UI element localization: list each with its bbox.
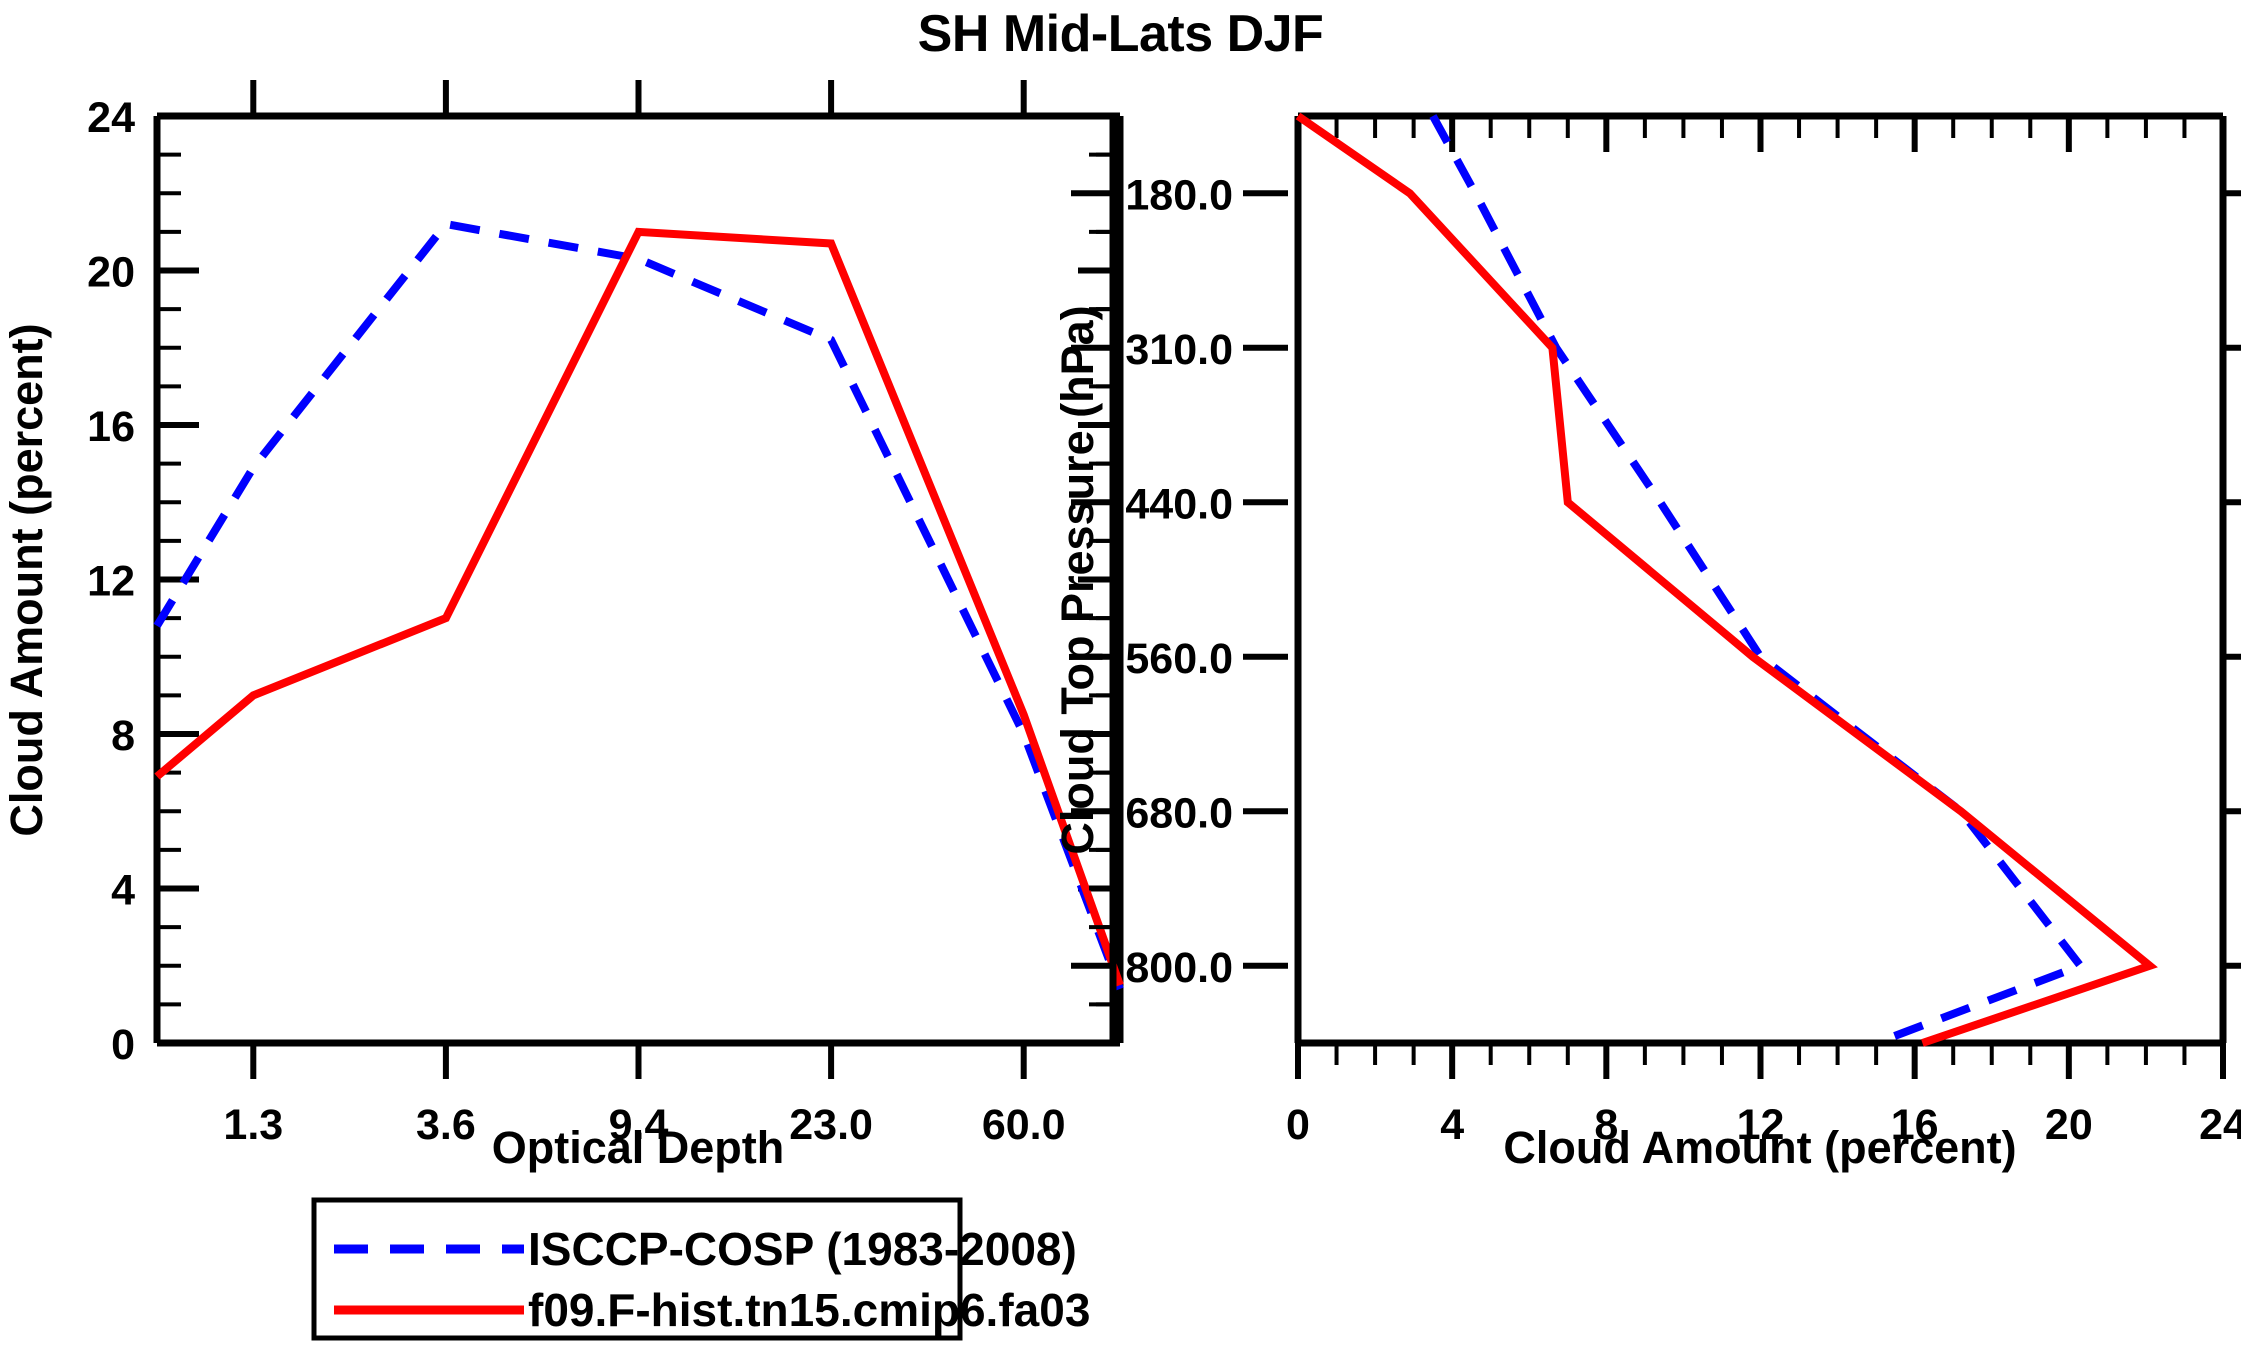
left-panel-x-tick-labels: 1.3 3.6 9.4 23.0 60.0 <box>223 1101 1065 1149</box>
x-tick-label: 24 <box>2199 1101 2241 1149</box>
legend-label-f09-model: f09.F-hist.tn15.cmip6.fa03 <box>528 1284 1090 1336</box>
pressure-tick-label: 560.0 <box>1125 635 1233 683</box>
x-tick-label: 12 <box>1737 1101 1785 1149</box>
x-tick-label: 9.4 <box>609 1101 669 1149</box>
left-panel-x-axis-title: Optical Depth <box>492 1122 785 1173</box>
left-panel-x-ticks <box>250 80 1027 1079</box>
legend-border <box>311 1197 963 1341</box>
pressure-tick-label: 440.0 <box>1125 480 1233 528</box>
pressure-tick-label: 680.0 <box>1125 789 1233 837</box>
y-tick-label: 16 <box>87 403 135 451</box>
right-panel-y-ticks <box>1071 114 2241 1045</box>
pressure-tick-label: 180.0 <box>1125 171 1233 219</box>
right-panel-series-isccp-cosp <box>1429 114 2087 1047</box>
left-panel-y-tick-labels: 0 4 8 12 16 20 24 <box>87 94 135 1069</box>
pressure-tick-label: 310.0 <box>1125 326 1233 374</box>
right-panel-series-f09-model <box>1295 112 2158 1047</box>
right-panel-x-ticks <box>1295 116 2226 1079</box>
left-panel: 0 4 8 12 16 20 24 1.3 3.6 9.4 23.0 60.0 Optical De… <box>1 80 1124 1173</box>
x-tick-label: 4 <box>1440 1101 1464 1149</box>
left-panel-y-axis-title: Cloud Amount (percent) <box>1 323 52 836</box>
right-panel-y-tick-labels: 180.0 310.0 440.0 560.0 680.0 800.0 <box>1125 171 1233 992</box>
x-tick-label: 0 <box>1286 1101 1310 1149</box>
x-tick-label: 20 <box>2045 1101 2093 1149</box>
y-tick-label: 20 <box>87 249 135 297</box>
pressure-tick-label: 800.0 <box>1125 944 1233 992</box>
y-tick-label: 12 <box>87 558 135 606</box>
x-tick-label: 16 <box>1891 1101 1939 1149</box>
figure-title: SH Mid-Lats DJF <box>917 5 1324 63</box>
right-panel: 180.0 310.0 440.0 560.0 680.0 800.0 0 4 8 12 16 20… <box>1052 112 2241 1173</box>
right-panel-x-tick-labels: 0 4 8 12 16 20 24 <box>1286 1101 2241 1149</box>
x-tick-label: 8 <box>1594 1101 1618 1149</box>
right-panel-y-axis-title: Cloud Top Pressure (hPa) <box>1052 305 1103 854</box>
y-tick-label: 0 <box>111 1021 135 1069</box>
x-tick-label: 3.6 <box>416 1101 476 1149</box>
x-tick-label: 60.0 <box>982 1101 1066 1149</box>
x-tick-label: 1.3 <box>223 1101 283 1149</box>
right-panel-frame <box>1294 112 2227 1047</box>
x-tick-label: 23.0 <box>789 1101 873 1149</box>
legend-label-isccp-cosp: ISCCP-COSP (1983-2008) <box>528 1223 1077 1275</box>
left-panel-frame <box>153 112 1124 1047</box>
y-tick-label: 8 <box>111 712 135 760</box>
legend: ISCCP-COSP (1983-2008) f09.F-hist.tn15.c… <box>311 1197 1090 1341</box>
left-panel-y-ticks <box>157 113 1120 1046</box>
y-tick-label: 24 <box>87 94 135 142</box>
left-panel-series-f09-model <box>154 227 1124 987</box>
y-tick-label: 4 <box>111 867 135 915</box>
right-panel-x-axis-title: Cloud Amount (percent) <box>1503 1122 2016 1173</box>
